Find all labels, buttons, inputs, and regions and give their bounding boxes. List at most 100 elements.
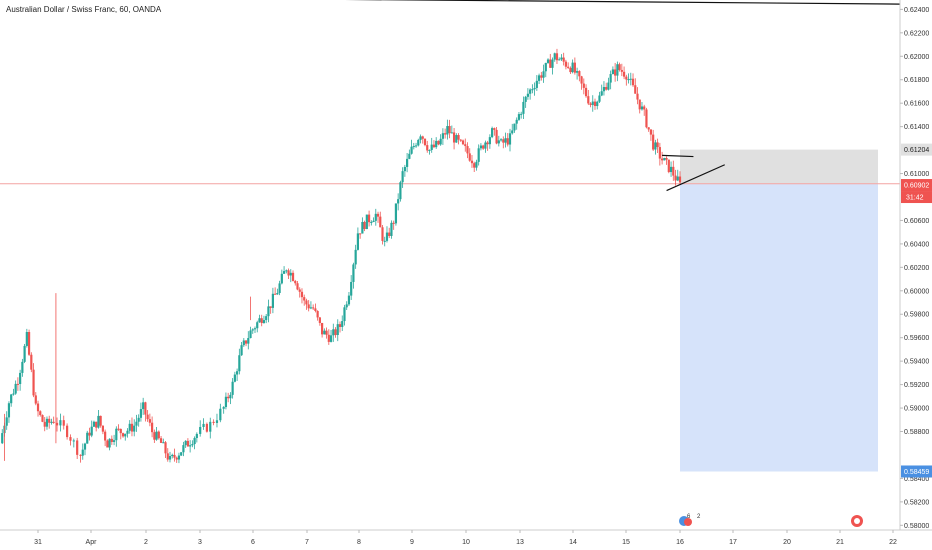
candle-body [444,133,447,135]
candle [374,208,377,226]
candle [363,220,366,232]
candle-body [466,146,469,154]
candle [332,323,335,342]
candle [640,101,644,111]
candle [665,156,668,165]
candle-body [334,329,337,336]
candle [260,314,263,327]
candle-body [309,307,313,309]
candle [390,220,393,239]
candle-body [276,293,279,295]
top-trendline[interactable] [0,0,901,5]
candle [437,140,440,146]
candle-body [573,62,576,73]
y-tick-label: 0.62400 [904,7,929,14]
stop-loss-zone[interactable] [680,149,878,184]
candle [151,416,154,438]
candle-body [99,415,102,426]
candle [529,88,532,100]
candle [262,315,266,324]
candle [531,84,534,94]
candle-body [287,270,290,276]
candle-body [486,142,489,145]
candle [227,392,230,403]
take-profit-zone[interactable] [680,183,878,472]
candle-body [338,324,342,327]
candle [618,62,621,72]
candle [173,448,176,462]
candle-body [212,421,215,423]
candle [484,140,487,153]
candle-body [609,74,612,83]
candle-body [171,454,174,457]
candle [428,149,431,155]
candle [224,392,228,410]
candle [430,137,433,153]
candle-body [12,393,15,395]
candle [587,90,590,106]
candle [347,291,351,307]
x-tick-label: 15 [622,539,630,546]
candle-body [323,330,326,335]
candle [627,73,630,84]
candle-body [376,213,380,217]
candle [441,128,444,145]
candle-body [464,144,467,147]
triangle-lower-line[interactable] [666,164,725,192]
candle-body [256,322,259,329]
candle [106,439,109,448]
candle-body [88,432,91,436]
candle [452,127,456,150]
candle [385,226,389,243]
candle-body [397,199,400,204]
candle [76,437,79,459]
candle [27,329,31,356]
candle-body [580,76,583,84]
candle-body [307,304,310,309]
candle [520,111,523,119]
candle-body [638,99,641,110]
candle [491,126,494,139]
economic-event-icon-secondary[interactable] [684,518,692,526]
y-tick-label: 0.60400 [904,241,929,248]
candle-body [227,396,230,399]
y-axis[interactable]: 0.62400 0.62200 0.62000 0.61800 0.61600 0.614… [900,7,929,530]
candle-body [406,158,409,167]
candle-body [513,123,516,131]
candle-body [247,338,250,344]
candle-body [30,354,33,370]
candle-body [593,101,597,107]
candle-body [124,433,127,437]
candle [515,117,518,130]
y-tick-label: 0.61800 [904,77,929,84]
candle [69,434,72,446]
candle-body [274,293,277,295]
candle-body [215,420,219,423]
candle [321,322,324,338]
candle-body [238,355,241,372]
candle-body [620,69,623,72]
candle [379,211,382,228]
candle [475,159,478,171]
candle [86,430,89,444]
candle-body [121,433,125,437]
x-axis[interactable]: 31 Apr 2 3 6 7 8 9 10 13 14 15 16 17 20 21 22 [34,530,897,546]
triangle-upper-line[interactable] [662,154,694,158]
candle [251,328,254,334]
candle-body [303,297,306,301]
candle-body [177,455,181,460]
candle [426,140,429,153]
candle [298,287,301,298]
candle [468,148,471,162]
candle [282,266,286,274]
candle [101,425,104,435]
candle [166,448,169,462]
candle [600,84,603,97]
candle-body [576,71,579,73]
candle-body [448,126,451,134]
x-tick-label: 8 [357,539,361,546]
candle-body [359,233,362,235]
candle-body [101,425,104,432]
